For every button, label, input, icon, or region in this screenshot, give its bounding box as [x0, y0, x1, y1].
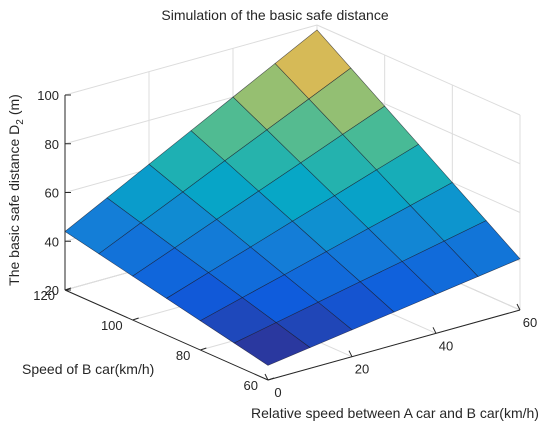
chart-title: Simulation of the basic safe distance [161, 7, 388, 23]
y-tick-label: 60 [244, 378, 258, 393]
z-label-unit: (m) [6, 94, 22, 115]
tick-mark [132, 317, 139, 321]
z-label-sub: 2 [15, 119, 26, 125]
x-tick-label: 60 [523, 315, 537, 330]
tick-mark [64, 287, 72, 291]
x-tick-label: 20 [355, 362, 369, 377]
z-label-text: The basic safe distance D [6, 125, 22, 286]
x-tick-label: 40 [439, 338, 453, 353]
tick-mark [200, 347, 207, 351]
tick-mark [432, 327, 437, 334]
z-tick-label: 40 [45, 234, 59, 249]
tick-mark [348, 350, 353, 357]
grid-line [316, 24, 521, 116]
y-axis-label: Speed of B car(km/h) [22, 361, 154, 377]
axis-line [267, 309, 521, 381]
surface-patch [233, 322, 311, 366]
tick-mark [516, 303, 521, 311]
z-axis-label: The basic safe distance D2 (m) [6, 94, 26, 286]
z-tick-label: 60 [45, 186, 59, 201]
tick-mark [267, 377, 275, 381]
y-tick-label: 80 [176, 348, 190, 363]
axis-line [64, 289, 269, 381]
x-tick-label: 0 [274, 385, 281, 400]
grid-line [64, 24, 318, 96]
z-tick-label: 100 [37, 88, 59, 103]
z-tick-label: 20 [45, 283, 59, 298]
x-axis-label: Relative speed between A car and B car(k… [251, 405, 539, 421]
tick-mark [264, 373, 269, 381]
y-tick-label: 120 [33, 288, 55, 303]
z-tick-label: 80 [45, 137, 59, 152]
y-tick-label: 100 [101, 318, 123, 333]
